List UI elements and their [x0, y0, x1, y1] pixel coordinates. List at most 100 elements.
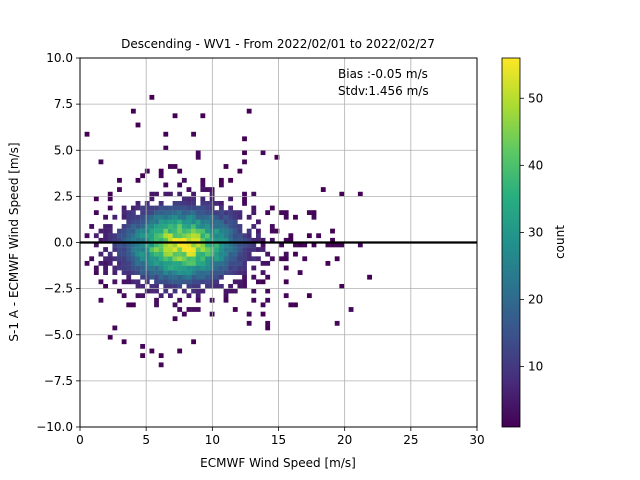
heatmap-cell [181, 205, 187, 211]
heatmap-cell [172, 113, 178, 119]
heatmap-cell [256, 279, 261, 285]
heatmap-cell [158, 233, 164, 239]
heatmap-cell [154, 242, 159, 248]
heatmap-cell [163, 242, 169, 248]
heatmap-cell [149, 260, 155, 266]
heatmap-cell [149, 242, 155, 248]
heatmap-cell [223, 233, 229, 239]
heatmap-cell [232, 242, 238, 248]
heatmap-cell [177, 284, 183, 289]
heatmap-cell [186, 265, 192, 271]
heatmap-cell [181, 256, 187, 262]
heatmap-cell [177, 256, 183, 262]
heatmap-cell [200, 251, 206, 257]
heatmap-cell [288, 233, 294, 239]
heatmap-cell [205, 200, 210, 206]
heatmap-cell [98, 297, 104, 303]
heatmap-cell [200, 247, 206, 252]
heatmap-cell [269, 256, 275, 262]
heatmap-cell [251, 256, 257, 262]
heatmap-cell [242, 284, 247, 289]
heatmap-cell [186, 270, 192, 275]
heatmap-cell [126, 265, 132, 271]
heatmap-cell [256, 247, 261, 252]
heatmap-cell [242, 200, 247, 206]
heatmap-cell [89, 224, 95, 229]
heatmap-cell [200, 187, 206, 192]
heatmap-cell [205, 219, 210, 225]
heatmap-cell [107, 256, 113, 262]
heatmap-cell [144, 260, 150, 266]
x-tick-label: 0 [76, 433, 84, 447]
heatmap-cell [260, 311, 266, 317]
heatmap-cell [228, 210, 234, 216]
heatmap-cell [214, 284, 220, 289]
heatmap-cell [172, 316, 178, 322]
heatmap-cell [168, 279, 173, 285]
heatmap-cell [117, 187, 122, 192]
heatmap-cell [228, 270, 234, 275]
heatmap-cell [191, 219, 196, 225]
heatmap-cell [200, 260, 206, 266]
heatmap-cell [205, 187, 210, 192]
heatmap-cell [200, 228, 206, 234]
heatmap-cell [112, 256, 118, 262]
heatmap-cell [256, 256, 261, 262]
heatmap-cell [149, 94, 155, 100]
heatmap-cell [149, 191, 155, 197]
heatmap-cell [339, 242, 345, 248]
heatmap-cell [154, 233, 159, 239]
heatmap-cell [172, 205, 178, 211]
heatmap-cell [228, 256, 234, 262]
heatmap-cell [228, 214, 234, 220]
heatmap-cell [177, 228, 183, 234]
heatmap-cell [154, 270, 159, 275]
heatmap-cell [214, 247, 220, 252]
heatmap-cell [191, 279, 196, 285]
heatmap-cell [103, 284, 108, 289]
heatmap-cell [107, 251, 113, 257]
heatmap-cell [130, 265, 136, 271]
heatmap-cell [186, 307, 192, 312]
heatmap-cell [200, 113, 206, 119]
heatmap-cell [205, 233, 210, 239]
heatmap-cell [195, 233, 201, 239]
heatmap-cell [112, 265, 118, 271]
heatmap-cell [177, 348, 183, 354]
heatmap-cell [246, 247, 252, 252]
heatmap-cell [232, 219, 238, 225]
heatmap-cell [181, 242, 187, 248]
heatmap-cell [112, 270, 118, 275]
heatmap-cell [242, 260, 247, 266]
heatmap-cell [297, 242, 303, 248]
heatmap-cell [177, 307, 183, 312]
heatmap-cell [228, 260, 234, 266]
heatmap-cell [242, 159, 247, 165]
heatmap-cell [269, 224, 275, 229]
heatmap-cell [246, 233, 252, 239]
heatmap-cell [237, 279, 243, 285]
heatmap-cell [130, 219, 136, 225]
heatmap-cell [200, 224, 206, 229]
heatmap-cell [251, 265, 257, 271]
heatmap-cell [242, 242, 247, 248]
heatmap-cell [348, 307, 354, 312]
heatmap-cell [172, 265, 178, 271]
heatmap-cell [126, 228, 132, 234]
heatmap-cell [107, 237, 113, 243]
y-tick-label: 7.5 [54, 97, 73, 111]
heatmap-cell [214, 200, 220, 206]
heatmap-cell [195, 219, 201, 225]
heatmap-cell [251, 210, 257, 216]
x-tick-label: 25 [403, 433, 418, 447]
heatmap-cell [154, 214, 159, 220]
heatmap-cell [205, 279, 210, 285]
heatmap-cell [168, 256, 173, 262]
heatmap-cell [246, 242, 252, 248]
heatmap-cell [168, 224, 173, 229]
heatmap-cell [158, 256, 164, 262]
heatmap-cell [195, 154, 201, 160]
colorbar-ticks: 10 20 30 40 50 [520, 91, 543, 374]
heatmap-cell [154, 265, 159, 271]
heatmap-cell [177, 224, 183, 229]
